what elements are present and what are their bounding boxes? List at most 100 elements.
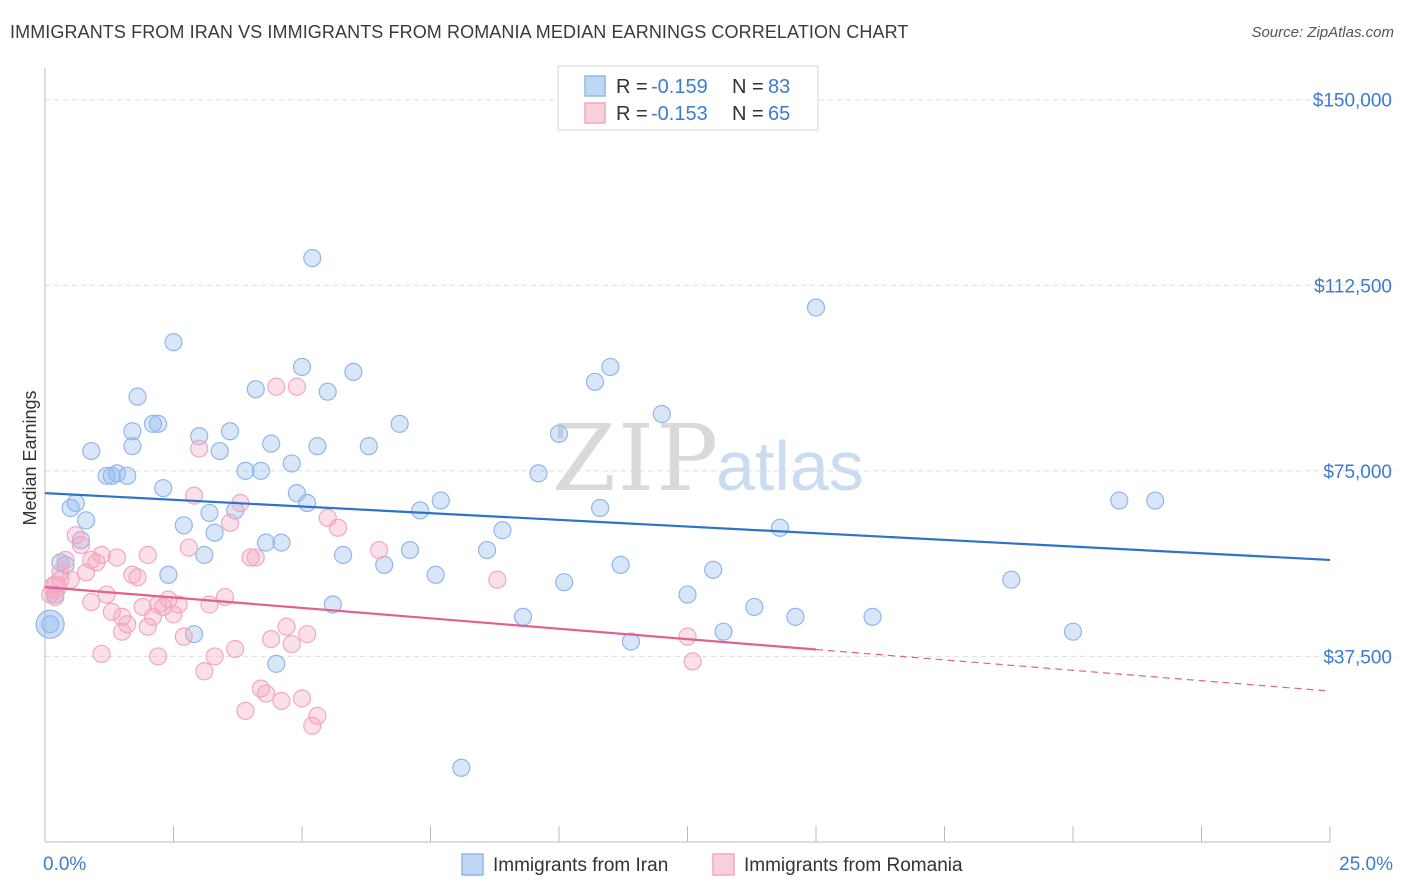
point-romania — [148, 595, 168, 614]
point-iran — [1063, 622, 1083, 641]
point-romania — [303, 716, 322, 735]
y-axis-label: Median Earnings — [20, 390, 40, 525]
legend-swatch-romania — [584, 102, 606, 124]
point-iran — [303, 248, 322, 268]
legend-n-value-iran: 83 — [768, 76, 790, 98]
point-iran — [334, 545, 353, 565]
axes — [44, 68, 1331, 843]
point-romania — [282, 634, 301, 654]
point-iran — [591, 498, 610, 518]
bottom-legend-swatch-romania — [712, 853, 735, 876]
point-iran — [123, 437, 142, 456]
point-romania — [267, 377, 286, 396]
point-romania — [190, 439, 209, 458]
legend-n-label-romania: N = — [732, 103, 764, 125]
point-iran — [174, 516, 193, 535]
point-iran — [195, 545, 214, 565]
point-iran — [770, 518, 790, 537]
point-romania — [205, 647, 224, 666]
point-iran — [298, 493, 317, 513]
series-iran — [41, 248, 1165, 777]
point-romania — [112, 622, 132, 641]
point-iran — [493, 521, 512, 540]
legend-r-label-iran: R = — [616, 76, 648, 98]
point-iran — [1002, 570, 1021, 589]
point-romania — [82, 550, 101, 570]
x-tick-label: 0.0% — [43, 854, 86, 875]
point-romania — [92, 644, 111, 664]
x-tick-label: 25.0% — [1339, 854, 1393, 875]
point-romania — [241, 548, 260, 567]
point-iran — [164, 333, 183, 352]
point-romania — [236, 701, 255, 720]
point-iran — [246, 380, 265, 399]
point-romania — [169, 595, 188, 614]
point-romania — [277, 617, 296, 636]
point-iran — [267, 654, 286, 673]
point-iran — [611, 555, 630, 574]
point-iran — [272, 533, 291, 552]
point-iran — [323, 595, 342, 614]
point-iran — [220, 422, 240, 441]
point-iran — [411, 501, 430, 520]
point-romania — [148, 647, 168, 666]
point-iran — [292, 357, 312, 377]
point-romania — [138, 545, 157, 565]
watermark-zip: ZIP — [552, 405, 720, 512]
point-iran — [678, 585, 697, 604]
point-iran — [82, 441, 101, 461]
point-iran — [154, 479, 173, 498]
point-iran — [652, 404, 671, 424]
y-tick-label: $112,500 — [1314, 276, 1392, 297]
point-romania — [102, 602, 121, 622]
trend-lines — [44, 492, 1331, 692]
point-iran — [704, 560, 723, 579]
point-romania — [488, 570, 507, 589]
point-iran — [256, 533, 276, 552]
point-romania — [292, 689, 312, 708]
point-romania — [128, 568, 147, 587]
point-romania — [200, 595, 219, 614]
point-iran — [1146, 491, 1165, 510]
trend-line-iran — [44, 492, 1331, 562]
point-iran — [344, 362, 363, 382]
point-iran — [210, 441, 229, 461]
point-romania — [370, 540, 389, 560]
point-romania — [71, 535, 91, 555]
point-iran — [148, 414, 168, 433]
point-iran — [863, 607, 882, 626]
legend-n-value-romania: 65 — [768, 103, 790, 125]
legend-swatch-iran — [584, 75, 606, 97]
point-romania — [226, 639, 245, 659]
point-iran — [66, 493, 85, 513]
bottom-legend-swatch-iran — [461, 853, 484, 876]
point-romania — [246, 548, 265, 567]
point-iran — [308, 437, 327, 456]
point-iran — [585, 372, 605, 391]
point-iran — [251, 461, 270, 480]
point-romania — [164, 605, 183, 624]
point-romania — [56, 550, 75, 570]
point-iran — [513, 607, 533, 626]
point-iran — [200, 503, 219, 523]
point-romania — [66, 526, 85, 545]
point-romania — [220, 513, 240, 532]
point-iran — [128, 387, 147, 406]
point-iran — [786, 607, 805, 626]
point-iran — [400, 540, 420, 560]
point-iran — [41, 615, 60, 634]
point-romania — [328, 518, 348, 537]
y-tick-label: $150,000 — [1313, 91, 1392, 112]
point-iran — [123, 422, 142, 441]
legend-n-label-iran: N = — [732, 76, 764, 98]
chart-title: IMMIGRANTS FROM IRAN VS IMMIGRANTS FROM … — [10, 22, 909, 42]
point-iran — [205, 523, 224, 542]
data-points — [35, 248, 1165, 777]
point-romania — [174, 627, 193, 646]
point-romania — [107, 548, 127, 567]
zipatlas-watermark: ZIP atlas — [552, 405, 864, 512]
legend-r-label-romania: R = — [616, 103, 648, 125]
point-iran — [806, 298, 826, 317]
point-iran — [477, 540, 497, 560]
